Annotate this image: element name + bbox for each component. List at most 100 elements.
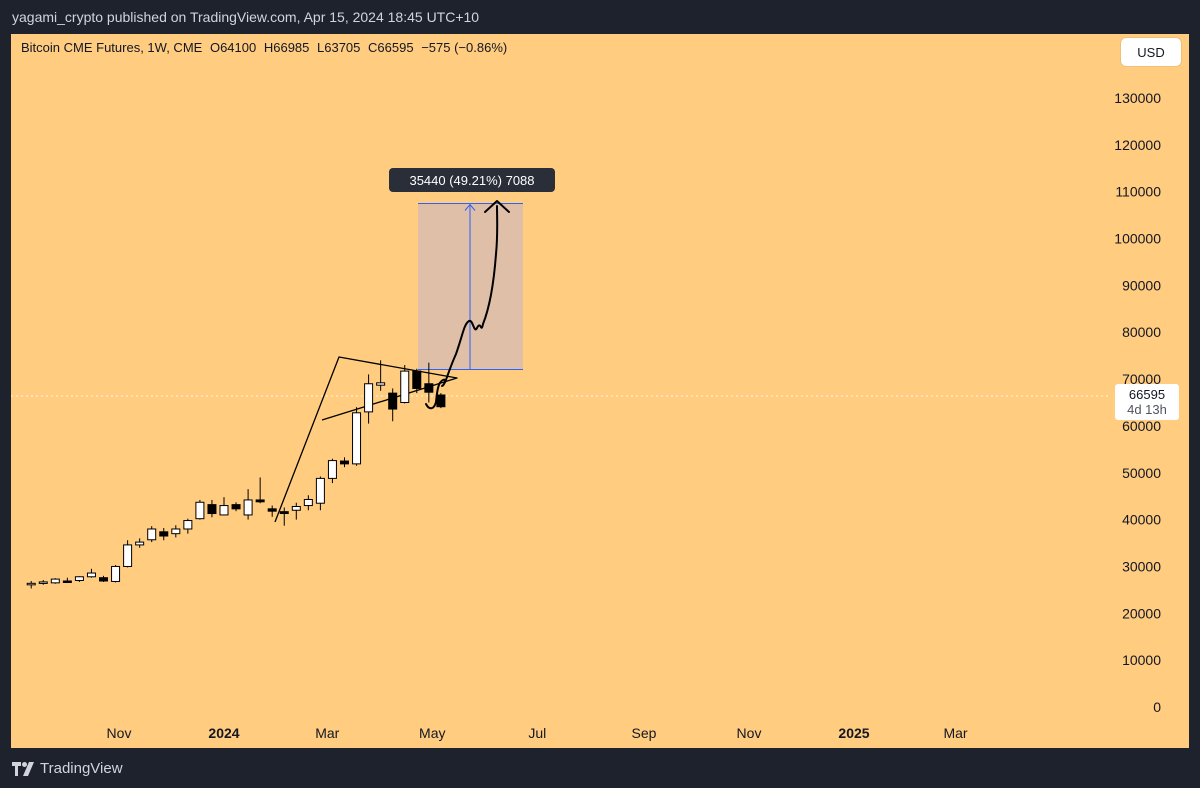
candle-body: [315, 477, 325, 504]
candle: [279, 507, 289, 526]
candle-body: [111, 565, 121, 582]
y-tick-label: 10000: [1122, 652, 1161, 668]
chart-area[interactable]: 130000 120000 110000 100000 90000 80000 70000 6…: [11, 34, 1189, 748]
candle: [327, 458, 337, 484]
y-tick-label: 60000: [1122, 418, 1161, 434]
candle-body: [171, 528, 181, 535]
candle: [62, 577, 72, 583]
legend-low: L63705: [317, 40, 361, 55]
candle-body: [255, 499, 265, 503]
legend-change: −575 (−0.86%): [421, 40, 508, 55]
candle: [376, 360, 386, 391]
candle: [400, 365, 410, 404]
candle: [207, 499, 217, 518]
candle-body: [424, 383, 434, 393]
projection-arrow-head: [484, 200, 510, 213]
x-tick-label: Nov: [107, 725, 132, 741]
y-tick-label: 0: [1153, 699, 1161, 715]
candle-body: [86, 572, 96, 578]
candle: [219, 497, 229, 516]
candle: [99, 575, 109, 582]
tradingview-logo-icon: [12, 761, 34, 776]
measure-arrow-head: [464, 203, 476, 211]
candle-body: [183, 520, 193, 530]
triangle-pattern-drawing: [274, 356, 458, 523]
candle-body: [376, 382, 386, 386]
candle-body: [219, 505, 229, 516]
candle-body: [352, 412, 362, 465]
price-chart[interactable]: 1300001200001100001000009000080000700006…: [11, 34, 1189, 748]
legend-close: C66595: [368, 40, 414, 55]
candle: [123, 540, 133, 568]
candle: [111, 565, 121, 583]
x-tick-label: May: [419, 725, 445, 741]
candle-body: [123, 544, 133, 567]
candle-body: [231, 504, 241, 510]
candle: [339, 457, 349, 468]
x-tick-label: Jul: [528, 725, 546, 741]
bar-countdown: 4d 13h: [1127, 402, 1167, 417]
candle: [388, 388, 398, 422]
candle-body: [38, 581, 48, 584]
y-tick-label: 110000: [1115, 184, 1161, 200]
currency-button[interactable]: USD: [1121, 38, 1181, 66]
candle: [364, 374, 374, 424]
candle-body: [364, 383, 374, 413]
last-price-tag: 66595 4d 13h: [1115, 384, 1179, 420]
candle-body: [26, 582, 36, 586]
candles: [26, 360, 446, 589]
y-tick-label: 90000: [1122, 277, 1161, 293]
candle-body: [400, 370, 410, 403]
candle: [231, 502, 241, 512]
candle: [424, 362, 434, 403]
y-tick-label: 80000: [1122, 324, 1161, 340]
last-price-value: 66595: [1128, 387, 1166, 402]
candle: [255, 477, 265, 504]
tradingview-logo[interactable]: TradingView: [12, 760, 123, 777]
candle: [291, 502, 301, 520]
candle: [38, 580, 48, 585]
candle-body: [339, 460, 349, 465]
y-tick-label: 50000: [1122, 465, 1161, 481]
candle: [243, 489, 253, 520]
candle-body: [62, 580, 72, 583]
candle-body: [291, 505, 301, 511]
candle-body: [279, 511, 289, 515]
measure-label: 35440 (49.21%) 7088: [389, 168, 555, 192]
x-tick-label: Mar: [943, 725, 967, 741]
candle-body: [412, 370, 422, 389]
y-tick-label: 20000: [1122, 605, 1161, 621]
candle-body: [388, 392, 398, 410]
candle: [50, 578, 60, 584]
candle-body: [327, 460, 337, 479]
top-bar: yagami_crypto published on TradingView.c…: [0, 0, 1200, 36]
candle: [86, 568, 96, 578]
candle: [171, 525, 181, 538]
legend-open: O64100: [209, 40, 257, 55]
candle-body: [243, 499, 253, 516]
candle: [147, 526, 157, 543]
candle: [303, 495, 313, 511]
x-tick-label: 2024: [208, 725, 239, 741]
candle-body: [50, 578, 60, 584]
candle: [74, 576, 84, 582]
candle: [159, 528, 169, 541]
y-tick-label: 100000: [1114, 231, 1161, 247]
tradingview-brand: TradingView: [40, 760, 123, 777]
candle: [183, 518, 193, 534]
y-tick-label: 130000: [1114, 90, 1161, 106]
projection-arrow-drawing: [425, 205, 499, 410]
x-tick-label: 2025: [838, 725, 869, 741]
candle: [412, 368, 422, 394]
y-tick-label: 40000: [1122, 512, 1161, 528]
legend-high: H66985: [263, 40, 310, 55]
candle-body: [303, 498, 313, 507]
x-tick-label: Sep: [632, 725, 657, 741]
y-tick-label: 120000: [1114, 137, 1161, 153]
candle-body: [436, 394, 446, 408]
candle: [267, 505, 277, 517]
candle: [436, 393, 446, 409]
y-tick-label: 30000: [1122, 558, 1161, 574]
candle-body: [74, 576, 84, 582]
legend-symbol: Bitcoin CME Futures, 1W, CME: [21, 40, 203, 55]
